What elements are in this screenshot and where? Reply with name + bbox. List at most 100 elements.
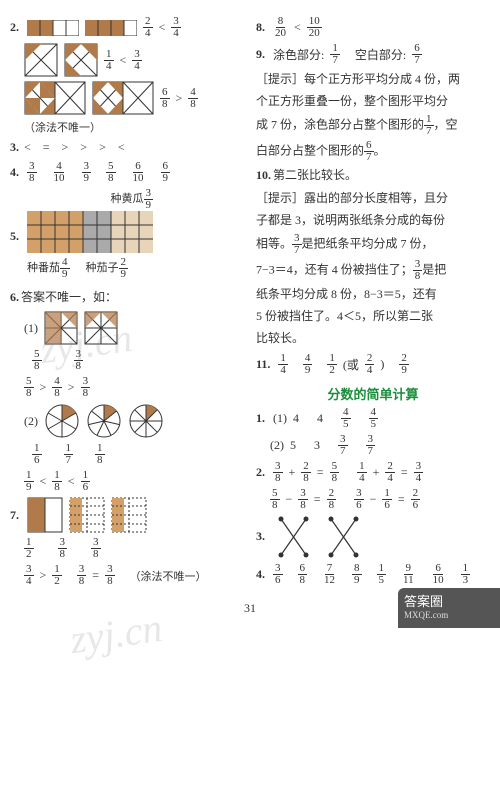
q6-p2-label: (2) — [24, 414, 38, 429]
q9-colored-label: 涂色部分: — [273, 46, 324, 63]
q11-altpost: ) — [380, 357, 384, 372]
s1-num: 1. — [256, 411, 265, 426]
q2-strip-1 — [27, 20, 79, 36]
s2-e4b: 16 — [382, 488, 392, 511]
q2-c1-b: 34 — [171, 16, 181, 39]
s2-e3op: − — [286, 492, 293, 507]
q9-l3a: 成 7 份，涂色部分占整个图形的 — [256, 118, 424, 132]
q5-tomato-label: 种番茄 — [27, 262, 60, 274]
q7-c2op: = — [92, 568, 99, 583]
q2-strip-2 — [85, 20, 137, 36]
q9-l1: 每个正方形平均分成 4 份，两 — [304, 72, 460, 86]
s2-e3eq: = — [314, 492, 321, 507]
q10-l2: 子都是 3，说明两张纸条分成的每份 — [256, 211, 490, 230]
left-column: 2. 24 < 34 14 < 34 68 > 48 — [10, 12, 244, 591]
q7-c1a: 34 — [24, 564, 34, 587]
q7-g2 — [69, 497, 105, 533]
q9-l4b: 。 — [374, 144, 386, 158]
q2-c1-op: < — [159, 20, 166, 35]
q9-blank-f: 67 — [412, 43, 422, 66]
q6-p2-c1 — [44, 403, 80, 439]
q10-l6: 5 份被挡住了。4＜5，所以第二张 — [256, 307, 490, 326]
q9-num: 9. — [256, 47, 265, 62]
q10-f2: 38 — [413, 259, 423, 282]
q5-num: 5. — [10, 229, 19, 244]
q6-p2-cc: 16 — [81, 470, 91, 493]
q4-f5: 610 — [131, 161, 146, 184]
q11: 11. 14 49 12 (或 24 ) 29 — [256, 353, 490, 376]
q2-num: 2. — [10, 20, 19, 35]
q7: 7. 12 38 38 34 > 12 38 = 38 （涂法不唯一） — [10, 497, 244, 587]
s1-p1-a: 4 — [293, 411, 299, 426]
q7-f3: 38 — [91, 537, 101, 560]
q9-l4a: 白部分占整个图形的 — [256, 144, 364, 158]
q2-sq-1 — [24, 43, 58, 77]
q9-blank-label: 空白部分: — [355, 46, 406, 63]
page-columns: 2. 24 < 34 14 < 34 68 > 48 — [10, 12, 490, 591]
q4: 4. 38 410 39 58 610 69 — [10, 161, 244, 184]
q8-op: < — [294, 20, 301, 35]
q6-p2-op2: < — [68, 474, 75, 489]
q5-egg-f: 29 — [119, 257, 129, 280]
q7-c1b: 12 — [52, 564, 62, 587]
q10-ans: 第二张比较长。 — [273, 168, 357, 182]
s2-e3b: 38 — [298, 488, 308, 511]
q6-p2-f2: 17 — [64, 443, 74, 466]
s2: 2. 38 + 28 = 58 14 + 24 = 34 58 − 38 = 2… — [256, 461, 490, 511]
q7-f2: 38 — [58, 537, 68, 560]
q10-l4b: 是把 — [422, 262, 446, 276]
q7-g1 — [27, 497, 63, 533]
q2-c2-b: 34 — [132, 49, 142, 72]
s4-f8: 13 — [461, 563, 471, 586]
q2-c3-op: > — [176, 91, 183, 106]
q6-p2-f3: 18 — [95, 443, 105, 466]
s4-f4: 89 — [352, 563, 362, 586]
s2-e1b: 28 — [301, 461, 311, 484]
q11-num: 11. — [256, 357, 270, 372]
q6-p1-op1: > — [40, 380, 47, 395]
q5-melon-label: 种黄瓜 — [111, 193, 144, 205]
q4-f2: 410 — [52, 161, 67, 184]
s2-e3a: 58 — [270, 488, 280, 511]
q6-p1-ca: 58 — [24, 376, 34, 399]
q4-f3: 39 — [82, 161, 92, 184]
q8: 8. 820 < 1020 — [256, 16, 490, 39]
q5: 5. 种黄瓜39 种番茄49 种茄子29 — [10, 188, 244, 284]
q6-p1-label: (1) — [24, 321, 38, 336]
q2-c3-b: 48 — [188, 87, 198, 110]
q10-f1: 37 — [292, 233, 302, 256]
s4-f7: 610 — [431, 563, 446, 586]
q11-f2: 49 — [303, 353, 313, 376]
q10-l4a: 7−3＝4，还有 4 份被挡住了； — [256, 262, 413, 276]
q3: 3. < = > > > < — [10, 138, 244, 157]
q6-p1-cc: 38 — [81, 376, 91, 399]
q10-hint-label: ［提示］ — [256, 191, 304, 205]
q6-p2-op1: < — [40, 474, 47, 489]
q4-f4: 58 — [106, 161, 116, 184]
s2-e1op: + — [289, 465, 296, 480]
q7-c2a: 38 — [77, 564, 87, 587]
s1-p2-f1: 37 — [338, 434, 348, 457]
q5-melon-f: 39 — [144, 188, 154, 211]
s2-e2r: 34 — [414, 461, 424, 484]
s2-e4eq: = — [398, 492, 405, 507]
q11-f3: 12 — [327, 353, 337, 376]
s2-e3r: 28 — [327, 488, 337, 511]
s1-p2-label: (2) — [270, 438, 284, 453]
s2-e2a: 14 — [357, 461, 367, 484]
s1-p1-label: (1) — [273, 411, 287, 426]
q4-f6: 69 — [161, 161, 171, 184]
q6-p2-ca: 19 — [24, 470, 34, 493]
q6-p2-c3 — [128, 403, 164, 439]
s1: 1. (1) 4 4 45 45 (2) 5 3 37 37 — [256, 407, 490, 457]
q6-p1-cb: 48 — [52, 376, 62, 399]
s4-f6: 911 — [401, 563, 416, 586]
s4-f3: 712 — [322, 563, 337, 586]
s2-e4op: − — [370, 492, 377, 507]
q2: 2. 24 < 34 14 < 34 68 > 48 — [10, 16, 244, 135]
q2-dsq-2 — [92, 81, 154, 115]
q6-p1-f1: 58 — [32, 349, 42, 372]
s1-p1-f1: 45 — [341, 407, 351, 430]
q11-altpre: (或 — [343, 356, 359, 373]
s2-e4a: 36 — [354, 488, 364, 511]
